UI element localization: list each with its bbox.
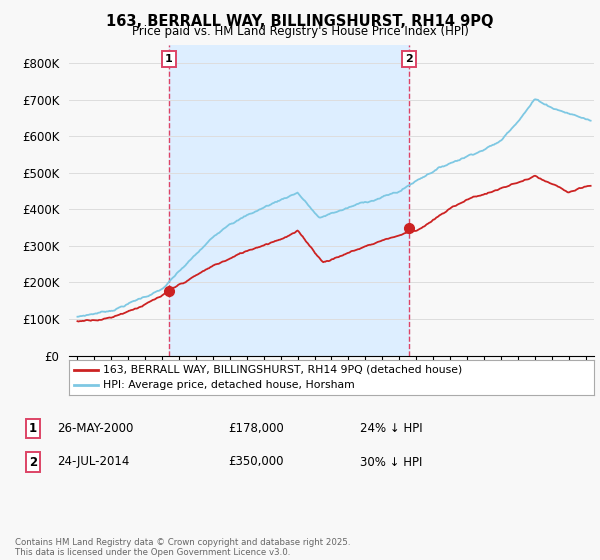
Text: Contains HM Land Registry data © Crown copyright and database right 2025.
This d: Contains HM Land Registry data © Crown c… — [15, 538, 350, 557]
Text: 1: 1 — [165, 54, 172, 64]
Bar — [169, 45, 409, 356]
Text: 26-MAY-2000: 26-MAY-2000 — [57, 422, 133, 435]
Text: 24-JUL-2014: 24-JUL-2014 — [57, 455, 130, 469]
Text: 30% ↓ HPI: 30% ↓ HPI — [360, 455, 422, 469]
Text: HPI: Average price, detached house, Horsham: HPI: Average price, detached house, Hors… — [103, 380, 355, 390]
Text: Price paid vs. HM Land Registry's House Price Index (HPI): Price paid vs. HM Land Registry's House … — [131, 25, 469, 38]
Text: 2: 2 — [29, 455, 37, 469]
Text: 163, BERRALL WAY, BILLINGSHURST, RH14 9PQ: 163, BERRALL WAY, BILLINGSHURST, RH14 9P… — [106, 14, 494, 29]
Text: 1: 1 — [29, 422, 37, 435]
Text: £350,000: £350,000 — [228, 455, 284, 469]
Text: 24% ↓ HPI: 24% ↓ HPI — [360, 422, 422, 435]
Text: £178,000: £178,000 — [228, 422, 284, 435]
Text: 2: 2 — [404, 54, 412, 64]
Text: 163, BERRALL WAY, BILLINGSHURST, RH14 9PQ (detached house): 163, BERRALL WAY, BILLINGSHURST, RH14 9P… — [103, 365, 463, 375]
